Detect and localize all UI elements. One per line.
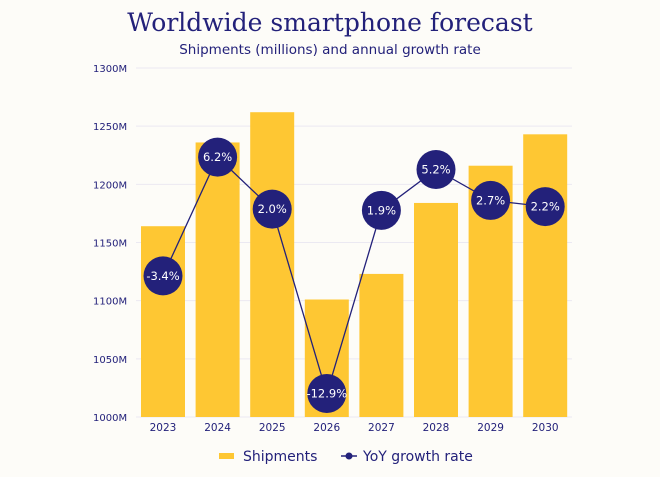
chart-subtitle: Shipments (millions) and annual growth r… (179, 42, 481, 58)
x-tick-label: 2023 (150, 422, 177, 434)
x-tick-label: 2030 (532, 422, 559, 434)
growth-point-2030 (525, 187, 565, 227)
growth-data-label: -12.9% (306, 386, 347, 400)
growth-data-label: 1.9% (367, 203, 396, 217)
growth-point-2026 (307, 373, 347, 413)
bar-2030 (523, 134, 568, 417)
x-axis: 2023 2024 2025 2026 2027 2028 2029 2030 (150, 422, 559, 434)
y-axis: 1000M 1050M 1100M 1150M 1200M 1250M 1300M (93, 64, 127, 424)
growth-data-label: 2.2% (531, 200, 560, 214)
x-tick-label: 2029 (477, 422, 504, 434)
y-tick-label: 1100M (93, 297, 127, 308)
growth-point-2025 (252, 189, 292, 229)
growth-point-2028 (416, 149, 456, 189)
growth-point-2027 (361, 190, 401, 230)
growth-point-2024 (198, 137, 238, 177)
bar-2027 (359, 273, 404, 417)
growth-data-label: -3.4% (146, 269, 179, 283)
legend-growth-label: YoY growth rate (362, 449, 473, 465)
chart-title: Worldwide smartphone forecast (127, 8, 532, 37)
x-tick-label: 2025 (259, 422, 286, 434)
y-tick-label: 1150M (93, 239, 127, 250)
growth-point-2029 (471, 180, 511, 220)
y-tick-label: 1000M (93, 413, 127, 424)
x-tick-label: 2024 (204, 422, 231, 434)
x-tick-label: 2028 (423, 422, 450, 434)
x-tick-label: 2026 (313, 422, 340, 434)
legend-shipments-swatch (219, 453, 234, 459)
growth-data-label: 2.0% (258, 202, 287, 216)
bar-2024 (195, 142, 240, 417)
growth-point-2023 (143, 256, 183, 296)
growth-data-label: 6.2% (203, 150, 232, 164)
legend: Shipments YoY growth rate (219, 449, 473, 465)
bar-2028 (414, 202, 458, 417)
y-tick-label: 1050M (93, 355, 127, 366)
x-tick-label: 2027 (368, 422, 395, 434)
legend-growth-marker (345, 452, 353, 460)
growth-line: -3.4% 6.2% 2.0% -12.9% 1.9% 5.2% 2.7% 2.2% (143, 137, 565, 413)
y-tick-label: 1300M (93, 64, 127, 75)
bar-2025 (250, 112, 295, 417)
growth-data-label: 5.2% (421, 162, 450, 176)
y-tick-label: 1200M (93, 180, 127, 191)
bar-2023 (141, 226, 185, 417)
legend-shipments-label: Shipments (243, 449, 317, 465)
growth-data-label: 2.7% (476, 193, 505, 207)
y-tick-label: 1250M (93, 122, 127, 133)
